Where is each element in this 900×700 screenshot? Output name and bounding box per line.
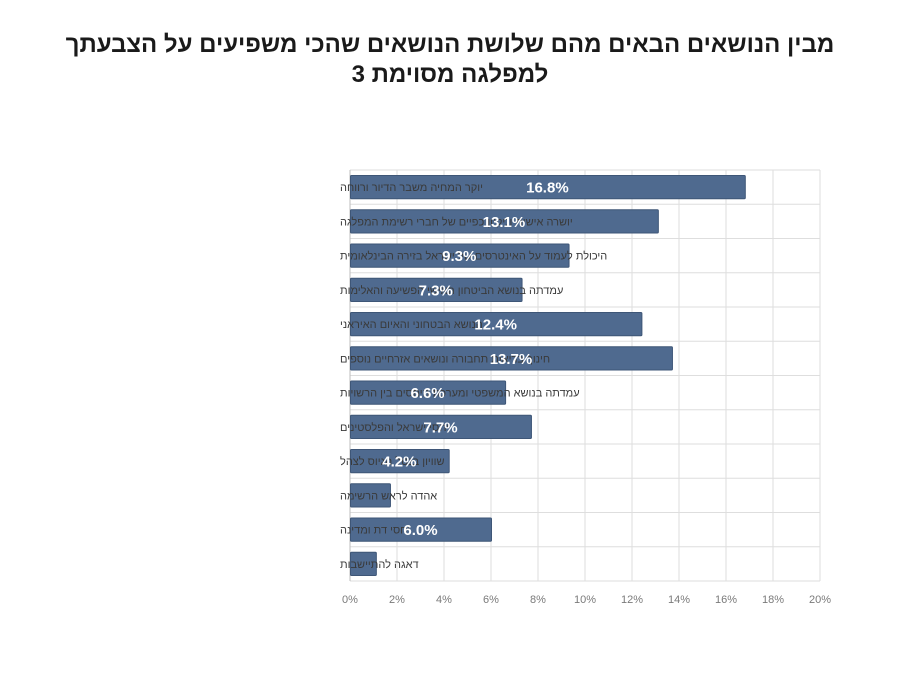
category-label: יחסי ישראל והפלסטינים bbox=[340, 421, 449, 434]
data-label: 7.3% bbox=[419, 282, 453, 299]
category-label: היכולת לעמוד על האינטרסים של ישראל בזירה… bbox=[340, 250, 607, 263]
category-label: אהדה לראש הרשימה bbox=[340, 489, 437, 502]
x-tick-label: 2% bbox=[389, 594, 405, 606]
bar bbox=[350, 174, 746, 200]
chart-title: מבין הנושאים הבאים מהם שלושת הנושאים שהכ… bbox=[65, 31, 835, 88]
category-label: חינוך בריאות תחבורה ונושאים אזרחיים נוספ… bbox=[340, 353, 550, 365]
data-label: 13.7% bbox=[490, 351, 533, 368]
category-label: עמדתה בנושא המשפטי ומערכת היחסים בין הרש… bbox=[340, 388, 580, 400]
bar bbox=[350, 277, 523, 303]
bar bbox=[350, 517, 492, 542]
category-label: יחסי דת ומדינה bbox=[340, 525, 410, 537]
x-tick-label: 10% bbox=[574, 594, 596, 606]
x-tick-label: 12% bbox=[621, 594, 643, 606]
category-label: עמדתה בנושא הביטחון האישי הפשיעה והאלימו… bbox=[340, 284, 563, 297]
category-label: הנושא הבטחוני והאיום האיראני bbox=[340, 319, 483, 331]
data-label: 6.0% bbox=[403, 522, 437, 539]
data-label: 13.1% bbox=[483, 214, 526, 231]
x-tick-label: 0% bbox=[342, 594, 358, 606]
bar bbox=[350, 311, 643, 337]
x-tick-label: 20% bbox=[809, 594, 831, 606]
x-tick-label: 6% bbox=[483, 594, 499, 606]
bar bbox=[350, 551, 377, 577]
bar bbox=[350, 414, 532, 440]
category-label: שוויון בנטל הגיוס לצהל bbox=[340, 455, 445, 468]
x-tick-label: 14% bbox=[668, 594, 690, 606]
bar bbox=[350, 346, 673, 371]
data-label: 9.3% bbox=[442, 248, 476, 265]
bar bbox=[350, 448, 450, 474]
data-label: 16.8% bbox=[526, 180, 569, 197]
bar bbox=[350, 243, 570, 268]
x-tick-label: 16% bbox=[715, 594, 737, 606]
bar bbox=[350, 380, 507, 405]
data-label: 6.6% bbox=[410, 385, 444, 402]
x-tick-label: 4% bbox=[436, 594, 452, 606]
data-label: 7.7% bbox=[423, 419, 457, 436]
data-label: 4.2% bbox=[382, 454, 416, 471]
category-label: דאגה להתיישבות bbox=[340, 558, 419, 571]
category-label: יוקר המחיה משבר הדיור ורווחה bbox=[340, 182, 483, 194]
x-tick-label: 18% bbox=[762, 594, 784, 606]
bar bbox=[350, 209, 659, 234]
x-tick-label: 8% bbox=[530, 594, 546, 606]
data-label: 12.4% bbox=[474, 317, 517, 334]
category-label: יושרה אישית וניקיון כפיים של חברי רשימת … bbox=[340, 215, 573, 228]
bar bbox=[350, 483, 391, 508]
